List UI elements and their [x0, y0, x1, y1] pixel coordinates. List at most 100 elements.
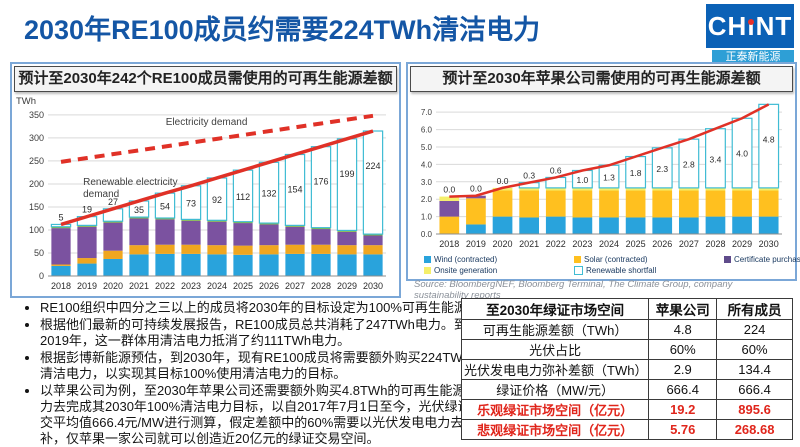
- legend-label: Solar (contracted): [584, 255, 648, 264]
- bar-segment: [519, 190, 540, 218]
- chart-legend: Wind (contracted) Solar (contracted) Certi…: [424, 255, 800, 275]
- x-tick-label: 2022: [546, 239, 566, 249]
- bar-segment: [363, 245, 383, 255]
- x-tick-label: 2025: [626, 239, 646, 249]
- bar-segment: [311, 229, 331, 245]
- y-tick-label: 100: [29, 225, 44, 235]
- demand-line: [60, 113, 374, 164]
- legend-swatch-icon: [424, 256, 431, 263]
- table-header-cell: 至2030年绿证市场空间: [460, 298, 650, 320]
- y-tick-label: 250: [29, 156, 44, 166]
- table-cell: 5.76: [648, 419, 718, 440]
- table-cell: 光伏占比: [460, 339, 650, 360]
- table-row: 光伏发电电力弥补差额（TWh） 2.9 134.4: [460, 359, 793, 380]
- legend-item: Renewable shortfall: [574, 266, 724, 275]
- bar-segment: [572, 217, 593, 234]
- logo-red-dot-icon: [748, 18, 755, 25]
- bar-segment: [545, 216, 566, 234]
- bar-segment: [77, 225, 97, 227]
- bar-segment: [285, 253, 305, 276]
- legend-item: Onsite generation: [424, 266, 574, 275]
- y-tick-label: 0: [39, 271, 44, 281]
- bar-segment: [652, 217, 673, 234]
- y-tick-label: 3.0: [421, 178, 433, 187]
- bar-segment: [625, 187, 646, 191]
- bar-segment: [155, 244, 175, 254]
- bar-label: 0.3: [523, 171, 535, 181]
- bar-segment: [363, 254, 383, 276]
- re100-chart-panel: 预计至2030年242个RE100成员需使用的可再生能源差额 0 50 100 150…: [10, 62, 401, 298]
- bar-segment: [732, 187, 752, 191]
- x-tick-label: 2018: [51, 281, 71, 291]
- table-cell: 60%: [716, 339, 793, 360]
- bar-segment: [678, 187, 699, 191]
- bar-segment: [51, 265, 71, 276]
- bar-segment: [285, 225, 305, 227]
- table-cell: 绿证价格（MW/元）: [460, 379, 650, 400]
- bar-segment: [233, 245, 253, 255]
- bar-label: 112: [236, 192, 250, 202]
- bar-segment: [77, 258, 97, 264]
- bar-segment: [492, 216, 513, 234]
- bar-segment: [732, 190, 752, 217]
- bar-label: 35: [134, 205, 144, 215]
- bar-segment: [519, 187, 540, 191]
- apple-chart-title: 预计至2030年苹果公司需使用的可再生能源差额: [410, 66, 793, 92]
- table-cell: 134.4: [716, 359, 793, 380]
- x-tick-label: 2022: [155, 281, 175, 291]
- bar-label: 0.0: [497, 176, 509, 186]
- bar-label: 19: [82, 205, 92, 215]
- bullet-item: 根据他们最新的可持续发展报告，RE100成员总共消耗了247TWh电力。到201…: [40, 317, 488, 349]
- bar-label: 4.8: [763, 134, 775, 144]
- table-cell: 60%: [648, 339, 718, 360]
- bar-segment: [732, 216, 752, 234]
- bar-segment: [129, 245, 149, 255]
- bar-segment: [259, 223, 279, 225]
- legend-label: Onsite generation: [434, 266, 498, 275]
- x-tick-label: 2021: [129, 281, 149, 291]
- y-tick-label: 2.0: [421, 195, 433, 204]
- x-tick-label: 2024: [207, 281, 227, 291]
- table-header-cell: 所有成员: [716, 298, 793, 320]
- bar-label: 5: [58, 212, 63, 222]
- bar-segment: [103, 221, 123, 223]
- bar-segment: [181, 219, 201, 221]
- table-cell: 乐观绿证市场空间（亿元）: [460, 399, 650, 420]
- y-tick-label: 5.0: [421, 143, 433, 152]
- bar-segment: [181, 220, 201, 245]
- re100-chart-title: 预计至2030年242个RE100成员需使用的可再生能源差额: [14, 66, 397, 92]
- bar-segment: [572, 190, 593, 218]
- bar-segment: [492, 187, 513, 191]
- bar-segment: [311, 244, 331, 254]
- bar-segment: [492, 190, 513, 217]
- bar-segment: [311, 253, 331, 276]
- bullet-list: RE100组织中四分之三以上的成员将2030年的目标设定为100%可再生能源。根…: [14, 300, 488, 447]
- x-tick-label: 2021: [519, 239, 539, 249]
- table-cell: 666.4: [716, 379, 793, 400]
- bar-segment: [599, 190, 619, 218]
- x-tick-label: 2030: [363, 281, 383, 291]
- x-tick-label: 2028: [311, 281, 331, 291]
- bar-segment: [207, 245, 227, 255]
- table-cell: 268.68: [716, 419, 793, 440]
- bar-segment: [207, 221, 227, 246]
- bar-label: 2.3: [656, 164, 668, 174]
- x-tick-label: 2025: [233, 281, 253, 291]
- table-cell: 666.4: [648, 379, 718, 400]
- y-tick-label: 4.0: [421, 160, 433, 169]
- apple-chart: 0.0 1.0 2.0 3.0 4.0 5.0 6.0 7.0 0.0 0.0 0.0 0.3 0.6 1…: [421, 103, 782, 249]
- table-cell: 可再生能源差额（TWh）: [460, 319, 650, 340]
- shortfall-box: [310, 146, 332, 229]
- bar-label: 1.0: [576, 175, 588, 185]
- shortfall-box: [362, 130, 384, 235]
- bar-segment: [625, 190, 646, 218]
- shortfall-box: [50, 223, 72, 228]
- legend-swatch-icon: [424, 267, 431, 274]
- table-header-row: 至2030年绿证市场空间 苹果公司 所有成员: [460, 298, 793, 320]
- bar-label: 92: [212, 195, 222, 205]
- apple-chart-panel: 预计至2030年苹果公司需使用的可再生能源差额 0.0 1.0 2.0 3.0 4.0 5…: [406, 62, 800, 281]
- table-header-cell: 苹果公司: [648, 298, 718, 320]
- chart-annotation: Renewable electricity demand: [83, 177, 178, 200]
- bar-segment: [678, 190, 699, 218]
